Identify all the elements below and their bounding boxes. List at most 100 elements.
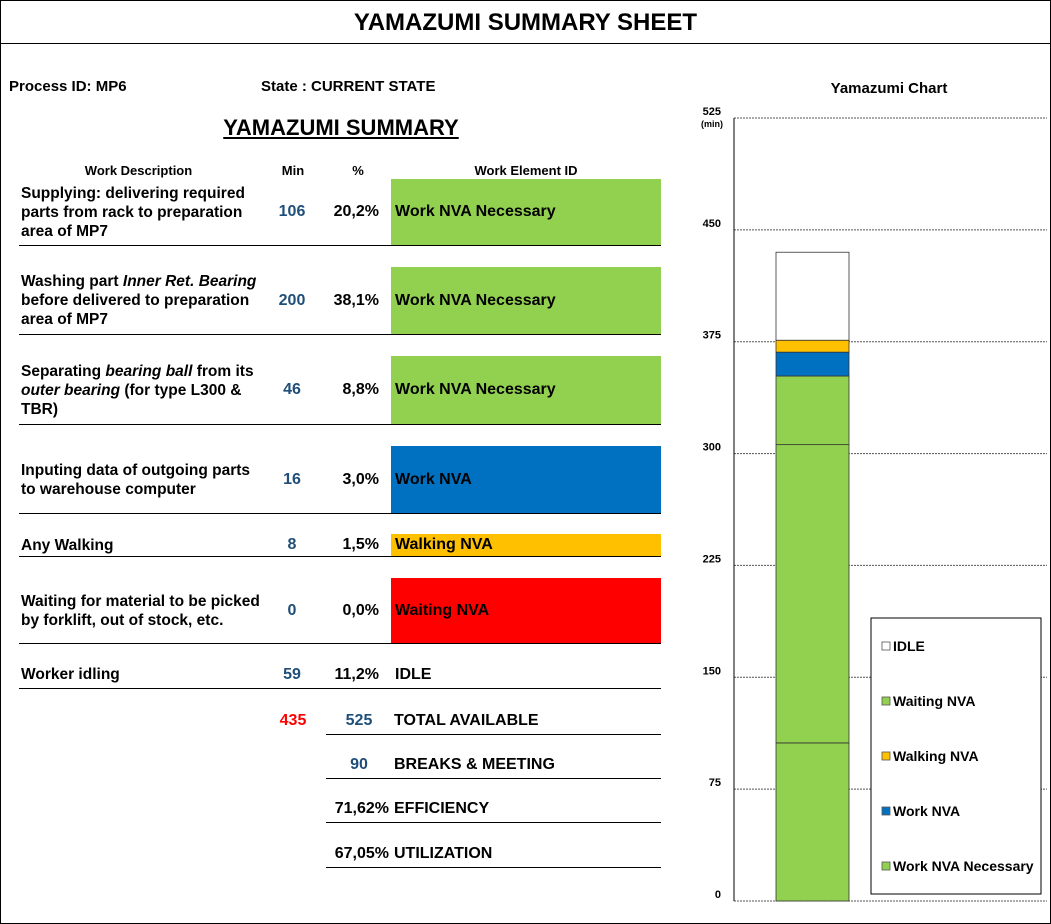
- description-run: Waiting for material to be picked by for…: [21, 592, 260, 629]
- legend-swatch: [881, 751, 891, 761]
- bar-segment: [775, 251, 850, 341]
- summary-value: 525: [345, 712, 373, 729]
- summary-title: YAMAZUMI SUMMARY: [223, 115, 459, 140]
- table-row: Separating bearing ball from its outer b…: [19, 356, 661, 425]
- summary-label: TOTAL AVAILABLE: [394, 712, 539, 729]
- summary-row: 67,05% UTILIZATION: [326, 841, 661, 868]
- percent: 8,8%: [342, 381, 379, 398]
- table-row: Worker idling 59 11,2% IDLE: [19, 661, 661, 689]
- bar-segment: [775, 339, 850, 353]
- work-description: Any Walking: [21, 534, 261, 556]
- percent: 11,2%: [334, 665, 379, 683]
- description-run: bearing ball: [105, 362, 193, 380]
- summary-value: 67,05%: [334, 845, 389, 862]
- description-run: Washing part: [21, 273, 123, 290]
- description-run: (for type L300 & TBR): [21, 381, 242, 418]
- legend-label: Work NVA Necessary: [893, 858, 1034, 874]
- legend: IDLE Waiting NVA Walking NVA Work NVA Work N…: [870, 617, 1042, 895]
- work-element-id: Work NVA: [391, 446, 661, 513]
- state: State : CURRENT STATE: [261, 78, 436, 95]
- work-element-id: Waiting NVA: [391, 578, 661, 643]
- chart-title: Yamazumi Chart: [831, 80, 948, 97]
- y-unit: (min): [701, 119, 723, 129]
- work-description: Washing part Inner Ret. Bearing before d…: [21, 267, 261, 334]
- summary-value: 90: [350, 756, 368, 773]
- work-element-id: Walking NVA: [391, 534, 661, 556]
- description-run: Worker idling: [21, 666, 120, 683]
- legend-label: Waiting NVA: [893, 693, 975, 709]
- work-description: Waiting for material to be picked by for…: [21, 578, 261, 643]
- legend-swatch: [881, 641, 891, 651]
- percent: 20,2%: [333, 203, 379, 220]
- minutes: 59: [283, 665, 301, 683]
- sheet-title: YAMAZUMI SUMMARY SHEET: [1, 1, 1050, 44]
- y-tick-label: 150: [703, 665, 721, 677]
- summary-value: 71,62%: [334, 800, 389, 817]
- bar-segment: [775, 375, 850, 446]
- description-run: Supplying: delivering required parts fro…: [21, 184, 245, 240]
- summary-row: 71,62% EFFICIENCY: [326, 796, 661, 823]
- column-header: Min: [281, 163, 305, 178]
- table-row: Any Walking 8 1,5% Walking NVA: [19, 534, 661, 557]
- summary-label: BREAKS & MEETING: [394, 756, 555, 773]
- column-header: Work Description: [84, 163, 193, 178]
- minutes: 200: [278, 291, 306, 309]
- process-id: Process ID: MP6: [9, 78, 127, 95]
- work-description: Separating bearing ball from its outer b…: [21, 356, 261, 424]
- summary-row: 90 BREAKS & MEETING: [326, 752, 661, 779]
- description-run: Separating: [21, 362, 106, 380]
- y-tick-label: 75: [709, 777, 721, 789]
- legend-swatch: [881, 861, 891, 871]
- description-run: Inner Ret. Bearing: [122, 273, 257, 290]
- used-minutes: 435: [279, 712, 307, 729]
- description-text: Waiting for material to be picked by for…: [21, 592, 261, 630]
- table-row: Washing part Inner Ret. Bearing before d…: [19, 267, 661, 335]
- minutes: 106: [278, 203, 306, 220]
- percent: 38,1%: [333, 291, 379, 309]
- legend-box: [870, 617, 1042, 895]
- yamazumi-chart: Yamazumi Chart 0 75 150 225 300 375 450 525(min)…: [701, 80, 1047, 902]
- work-element-id: IDLE: [395, 665, 432, 683]
- legend-label: Work NVA: [893, 803, 960, 819]
- column-header: Work Element ID: [474, 163, 578, 178]
- minutes: 16: [283, 470, 301, 488]
- legend-swatch: [881, 806, 891, 816]
- y-tick-label: 225: [703, 553, 721, 565]
- y-tick-label: 525: [703, 106, 721, 118]
- percent: 3,0%: [342, 470, 379, 488]
- description-text: Separating bearing ball from its outer b…: [21, 362, 261, 419]
- summary-row: 525 TOTAL AVAILABLE: [326, 708, 661, 735]
- legend-label: IDLE: [893, 638, 925, 654]
- y-tick-label: 450: [703, 218, 721, 230]
- work-description: Supplying: delivering required parts fro…: [21, 179, 261, 245]
- minutes: 0: [287, 601, 297, 619]
- description-run: Inputing data of outgoing parts to wareh…: [21, 461, 251, 498]
- table-row: Inputing data of outgoing parts to wareh…: [19, 446, 661, 514]
- y-tick-label: 0: [715, 889, 721, 901]
- work-element-id: Work NVA Necessary: [391, 356, 661, 424]
- summary-label: UTILIZATION: [394, 845, 493, 862]
- description-run: from its: [192, 362, 254, 380]
- table-row: Supplying: delivering required parts fro…: [19, 179, 661, 246]
- bar-segment: [775, 742, 850, 902]
- description-text: Supplying: delivering required parts fro…: [21, 184, 261, 241]
- work-description: Inputing data of outgoing parts to wareh…: [21, 446, 261, 513]
- bar-segment: [775, 351, 850, 377]
- description-text: Washing part Inner Ret. Bearing before d…: [21, 272, 261, 329]
- work-description: Worker idling: [21, 661, 261, 688]
- description-text: Inputing data of outgoing parts to wareh…: [21, 461, 261, 499]
- legend-label: Walking NVA: [893, 748, 979, 764]
- description-run: Any Walking: [21, 536, 114, 554]
- minutes: 46: [283, 381, 301, 398]
- description-run: outer bearing: [21, 381, 121, 399]
- percent: 0,0%: [342, 601, 379, 619]
- bar-segment: [775, 444, 850, 744]
- work-element-id: Work NVA Necessary: [391, 179, 661, 245]
- description-run: before delivered to preparation area of …: [21, 292, 250, 328]
- percent: 1,5%: [342, 536, 379, 553]
- work-element-id: Work NVA Necessary: [391, 267, 661, 334]
- description-text: Worker idling: [21, 665, 120, 684]
- description-text: Any Walking: [21, 536, 113, 555]
- column-header: %: [352, 163, 364, 178]
